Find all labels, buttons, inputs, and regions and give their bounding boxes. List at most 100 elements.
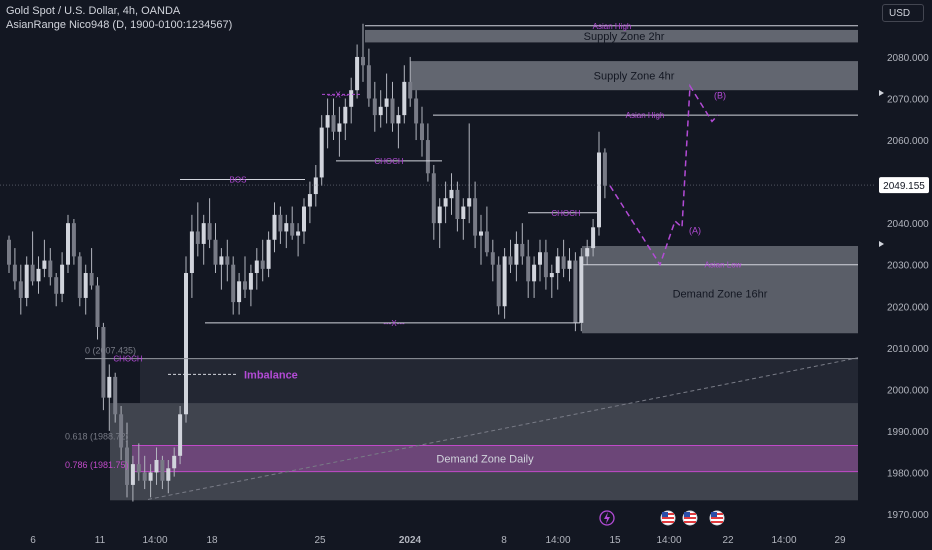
zones-layer — [110, 29, 858, 501]
candle-body — [361, 56, 365, 66]
chart-title: Gold Spot / U.S. Dollar, 4h, OANDA — [6, 5, 181, 17]
candle — [248, 264, 253, 307]
candle-body — [213, 239, 218, 265]
candle — [449, 173, 454, 215]
candle-body — [349, 90, 354, 107]
candle — [296, 223, 301, 257]
fib-0-label: 0 (2007.435) — [85, 346, 136, 356]
currency-button[interactable]: USD — [882, 4, 924, 22]
candle — [189, 214, 194, 298]
candle — [390, 81, 395, 132]
asian-low-label: Asian Low — [705, 261, 742, 270]
candle — [467, 123, 472, 224]
candle-body — [207, 223, 212, 240]
candle-body — [77, 256, 82, 298]
candle — [437, 198, 442, 249]
candle — [130, 455, 135, 502]
candle-body — [237, 281, 242, 303]
candle — [520, 223, 525, 265]
candle-body — [54, 277, 59, 294]
candle — [113, 372, 118, 423]
candle — [343, 98, 348, 141]
candle-body — [107, 376, 112, 398]
price-tick-label: 2040.000 — [887, 219, 929, 230]
current-price-label: 2049.155 — [883, 181, 925, 192]
candle — [48, 248, 53, 286]
candle-body — [396, 115, 401, 124]
candle-body — [154, 459, 159, 473]
candle — [349, 77, 354, 124]
flag-icon-stripe — [684, 521, 696, 523]
candle — [83, 264, 88, 315]
candle — [490, 239, 495, 282]
asian-high-top-label: Asian High — [593, 22, 632, 31]
candle — [431, 164, 436, 240]
candle-body — [272, 214, 277, 240]
candle — [408, 56, 413, 107]
candle-body — [313, 177, 318, 195]
candles-layer — [7, 23, 607, 502]
candle-body — [195, 231, 200, 244]
candle-body — [520, 243, 525, 257]
candle — [402, 65, 407, 124]
candle — [195, 202, 200, 257]
supply-zone-4hr-label: Supply Zone 4hr — [594, 71, 675, 83]
trend-dashed-line — [147, 357, 859, 500]
candle-body — [372, 98, 377, 116]
time-tick-label: 29 — [834, 535, 846, 546]
candle-body — [538, 252, 542, 265]
wave-a-label: (A) — [689, 226, 701, 236]
candle — [136, 443, 141, 481]
candle-body — [355, 56, 360, 91]
lightning-icon[interactable] — [599, 510, 615, 526]
candle — [166, 459, 171, 494]
time-tick-label: 11 — [95, 535, 106, 546]
candle — [585, 239, 590, 265]
candle-body — [496, 264, 501, 307]
candle — [597, 131, 601, 236]
candle — [473, 181, 478, 249]
price-axis[interactable]: 1970.000 1980.000 1990.000 2000.000 2010.000… — [875, 0, 932, 550]
candle — [154, 447, 159, 485]
candle — [526, 239, 531, 298]
candle — [372, 81, 377, 132]
candle-body — [508, 256, 513, 265]
candle-body — [549, 273, 554, 278]
us-flag-icon[interactable] — [682, 510, 698, 526]
candle — [455, 181, 460, 232]
time-tick-label: 14:00 — [142, 535, 167, 546]
candle-body — [325, 115, 330, 128]
us-flag-icon[interactable] — [709, 510, 725, 526]
wave-b-label: (B) — [714, 91, 726, 101]
price-tick-label: 2060.000 — [887, 136, 929, 147]
candle — [361, 23, 365, 82]
us-flag-icon[interactable] — [660, 510, 676, 526]
candle — [496, 256, 501, 315]
candle — [178, 405, 183, 465]
candle — [573, 252, 578, 332]
candle — [142, 455, 147, 490]
candle-body — [484, 231, 489, 253]
candle — [567, 248, 572, 282]
candle-body — [561, 256, 566, 269]
demand-zone-16hr-label: Demand Zone 16hr — [673, 289, 768, 301]
candle-body — [113, 376, 118, 415]
candle — [219, 248, 224, 290]
candle — [378, 90, 383, 128]
candle-body — [449, 189, 454, 199]
current-price-tag — [879, 177, 929, 194]
candle-body — [284, 223, 289, 232]
time-axis[interactable]: 6 11 14:00 18 25 2024 8 14:00 15 14:00 22 14:00 29 — [0, 530, 932, 550]
candle — [479, 214, 483, 265]
price-tick-label: 1990.000 — [887, 427, 929, 438]
candle-body — [36, 268, 41, 282]
candle — [18, 264, 23, 315]
candle-body — [89, 273, 94, 286]
price-tick-label: 2000.000 — [887, 385, 929, 396]
candle-body — [473, 198, 478, 236]
candle-body — [319, 127, 324, 178]
candle-body — [24, 264, 29, 298]
indicator-label: AsianRange Nico948 (D, 1900-0100:1234567… — [6, 19, 233, 31]
candle — [266, 231, 271, 278]
